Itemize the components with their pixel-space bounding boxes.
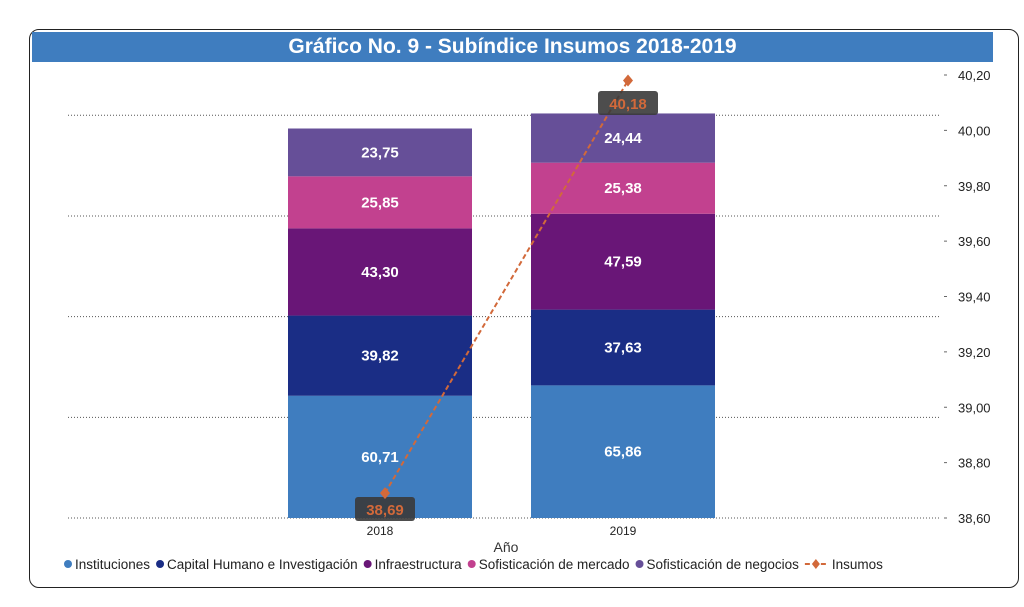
legend-item: Sofisticación de negocios xyxy=(647,557,800,572)
line-label-box xyxy=(598,91,658,115)
data-label: 25,38 xyxy=(604,180,642,197)
x-axis-title: Año xyxy=(494,539,519,555)
y-tick-label: 38,80 xyxy=(958,456,991,471)
data-label: 43,30 xyxy=(361,264,399,281)
legend-item: Infraestructura xyxy=(375,557,463,572)
y-tick-label: 40,20 xyxy=(958,68,991,83)
diamond-marker xyxy=(623,74,633,87)
data-label: 25,85 xyxy=(361,194,399,211)
legend-dot-icon xyxy=(64,560,72,568)
chart-frame xyxy=(29,29,1019,588)
y-tick-label: 39,20 xyxy=(958,345,991,360)
chart-title: Gráfico No. 9 - Subíndice Insumos 2018-2… xyxy=(32,32,993,62)
legend-dot-icon xyxy=(363,560,372,568)
legend-item: Instituciones xyxy=(75,557,150,572)
bar-segment xyxy=(288,176,472,229)
y-tick-label: 40,00 xyxy=(958,123,991,138)
bar-segment xyxy=(288,315,472,396)
diamond-marker xyxy=(380,487,390,500)
line-label-box xyxy=(355,497,415,521)
y-tick-label: 39,60 xyxy=(958,234,991,249)
data-label: 37,63 xyxy=(604,339,642,356)
bar-segment xyxy=(531,309,715,386)
legend-diamond-icon xyxy=(811,559,820,569)
data-label: 23,75 xyxy=(361,144,399,161)
data-label: 60,71 xyxy=(361,449,399,466)
bar-segment xyxy=(531,213,715,310)
y-tick-label: 38,60 xyxy=(958,511,991,526)
data-label: 47,59 xyxy=(604,254,642,271)
legend-dot-icon xyxy=(467,560,476,568)
legend-item: Sofisticación de mercado xyxy=(479,557,630,572)
bar-segment xyxy=(288,228,472,316)
legend-dot-icon xyxy=(156,560,165,568)
bar-segment xyxy=(531,385,715,518)
y-tick-label: 39,40 xyxy=(958,290,991,305)
x-tick-label: 2018 xyxy=(367,524,394,538)
line-data-label: 38,69 xyxy=(366,502,404,519)
data-label: 39,82 xyxy=(361,348,399,365)
data-label: 24,44 xyxy=(604,130,642,147)
y-tick-label: 39,00 xyxy=(958,400,991,415)
legend-dot-icon xyxy=(635,560,644,568)
legend-item: Insumos xyxy=(832,557,883,572)
y-tick-label: 39,80 xyxy=(958,179,991,194)
bar-segment xyxy=(531,113,715,163)
legend-item: Capital Humano e Investigación xyxy=(167,557,358,572)
data-label: 65,86 xyxy=(604,444,642,461)
line-data-label: 40,18 xyxy=(609,96,647,113)
bar-segment xyxy=(531,162,715,214)
bar-segment xyxy=(288,128,472,177)
x-tick-label: 2019 xyxy=(610,524,637,538)
